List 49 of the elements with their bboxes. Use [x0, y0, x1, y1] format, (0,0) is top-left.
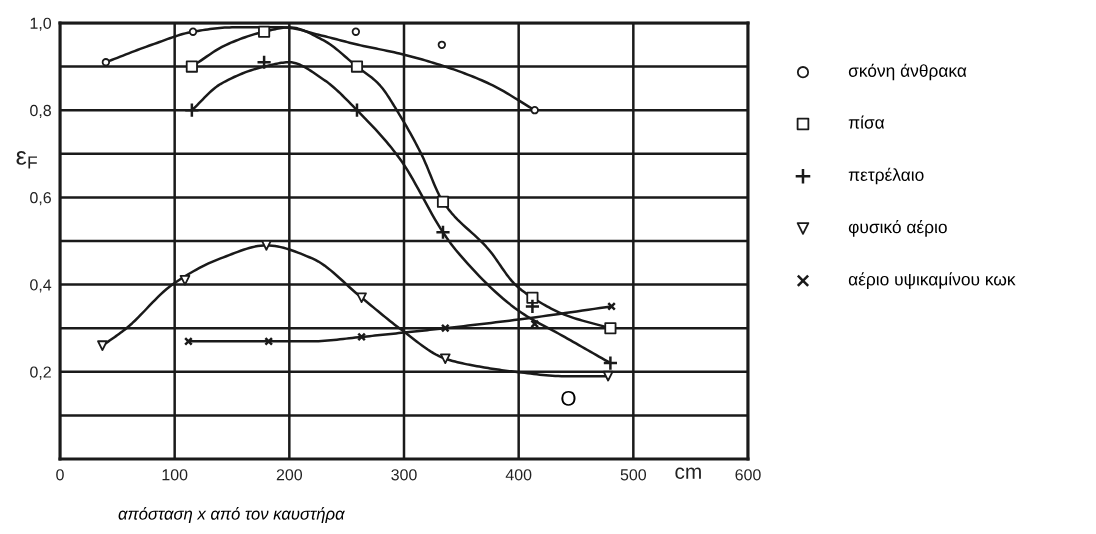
x-tick-label: 0	[56, 469, 64, 481]
point	[602, 355, 619, 371]
x-tick-label: 400	[505, 469, 532, 481]
legend-label: αέριο υψικαμίνου κωκ	[848, 272, 1016, 289]
x-tick-label: 300	[391, 469, 417, 481]
point	[440, 323, 450, 333]
point	[97, 340, 108, 351]
point	[179, 274, 191, 286]
point	[526, 291, 539, 304]
point	[256, 54, 272, 71]
point	[607, 301, 617, 311]
point	[258, 25, 271, 38]
point	[356, 292, 367, 303]
point	[184, 102, 200, 119]
point	[435, 224, 451, 241]
legend-label: πετρέλαιο	[848, 167, 924, 185]
point	[602, 370, 614, 382]
x-tick-label: 100	[162, 469, 188, 481]
point	[188, 27, 198, 36]
x-tick-label: 500	[620, 469, 647, 481]
point	[101, 58, 111, 67]
text: απόσταση x από τον καυστήρα	[118, 506, 345, 524]
y-tick-label: 1,0	[30, 17, 52, 31]
point	[351, 27, 361, 36]
point	[264, 336, 274, 346]
y-tick-label: 0,6	[30, 192, 51, 206]
point	[436, 195, 450, 208]
point	[604, 322, 617, 335]
point	[185, 60, 198, 73]
point	[437, 40, 447, 49]
legend-label: φυσικό αέριο	[848, 219, 947, 237]
point	[357, 332, 367, 342]
x-axis-title: cm	[675, 467, 701, 479]
point	[349, 102, 365, 119]
y-tick-label: 0,4	[30, 279, 52, 293]
point	[350, 60, 364, 73]
point	[524, 298, 541, 315]
point	[261, 240, 272, 251]
point	[439, 353, 451, 365]
point	[530, 106, 539, 115]
x-tick-label: 600	[735, 469, 761, 481]
x-tick-label: 200	[276, 469, 303, 481]
point	[183, 336, 193, 346]
y-tick-label: 0,2	[30, 366, 51, 380]
legend-label: πίσα	[848, 115, 885, 129]
y-axis-title: ε$_{F}$	[16, 151, 37, 169]
y-tick-label: 0,8	[30, 104, 51, 119]
annotation: O	[561, 390, 576, 406]
legend-label: σκόνη άνθρακα	[848, 63, 967, 81]
